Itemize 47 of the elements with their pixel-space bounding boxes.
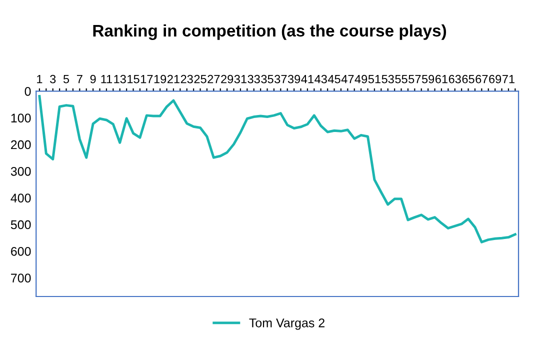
x-tick-label: 37 — [274, 74, 287, 84]
y-tick-label: 500 — [10, 220, 31, 230]
x-tick-label: 59 — [422, 74, 434, 84]
x-tick-label: 53 — [382, 74, 394, 84]
x-tick-label: 45 — [328, 75, 340, 84]
x-tick-label: 19 — [154, 74, 166, 84]
x-tick-label: 21 — [167, 74, 180, 84]
x-tick-label: 51 — [368, 75, 380, 84]
line-series — [38, 94, 516, 244]
y-tick-label: 600 — [11, 246, 31, 256]
x-tick-label: 17 — [141, 75, 153, 84]
x-tick-label: 1 — [37, 75, 42, 84]
x-tick-label: 7 — [76, 75, 82, 84]
x-tick-label: 23 — [180, 74, 193, 84]
x-tick-label: 67 — [476, 74, 488, 84]
x-tick-label: 9 — [90, 74, 96, 84]
x-tick-label: 63 — [448, 74, 461, 84]
x-tick-label: 71 — [502, 75, 514, 84]
x-tick-label: 61 — [436, 74, 448, 84]
x-tick-label: 69 — [489, 74, 502, 84]
x-tick-label: 49 — [354, 74, 368, 84]
x-tick-label: 57 — [408, 75, 421, 84]
x-tick-label: 25 — [194, 74, 206, 84]
y-tick-label: 700 — [11, 274, 31, 282]
legend-label: Tom Vargas 2 — [249, 318, 324, 330]
x-tick-label: 33 — [248, 74, 260, 84]
chart-title: Ranking in competition (as the course plays) — [93, 24, 446, 40]
x-tick-label: 5 — [63, 75, 70, 84]
y-tick-label: 200 — [11, 140, 31, 150]
x-tick-label: 11 — [101, 75, 112, 84]
x-tick-label: 13 — [114, 74, 126, 84]
y-tick-label: 0 — [24, 86, 31, 96]
x-tick-label: 31 — [234, 74, 246, 84]
x-tick-label: 43 — [314, 74, 327, 84]
x-tick-label: 3 — [50, 74, 56, 84]
x-tick-label: 41 — [301, 75, 314, 84]
x-tick-label: 65 — [462, 74, 474, 84]
y-tick-label: 300 — [10, 166, 31, 176]
x-tick-label: 27 — [208, 74, 220, 84]
x-tick-label: 15 — [128, 75, 140, 84]
x-tick-label: 39 — [288, 74, 300, 84]
x-tick-label: 55 — [395, 75, 408, 84]
x-tick-label: 29 — [221, 74, 234, 84]
x-tick-label: 47 — [341, 75, 354, 84]
x-tick-label: 35 — [261, 74, 274, 84]
y-tick-label: 400 — [10, 194, 31, 202]
y-tick-label: 100 — [11, 114, 31, 122]
